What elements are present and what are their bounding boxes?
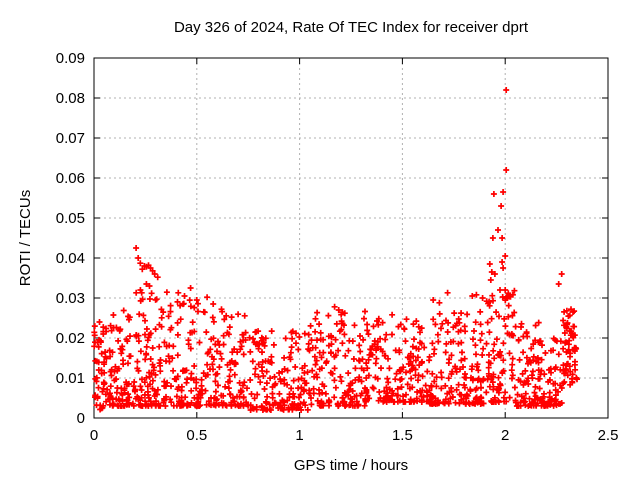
chart-title: Day 326 of 2024, Rate Of TEC Index for r…	[174, 19, 529, 36]
y-tick-label: 0.05	[56, 210, 85, 227]
x-tick-labels: 0 0.5 1 1.5 2 2.5	[90, 427, 619, 444]
y-tick-label: 0.06	[56, 170, 85, 187]
y-tick-label: 0.04	[56, 250, 85, 267]
y-tick-label: 0.01	[56, 370, 85, 387]
y-tick-label: 0.08	[56, 90, 85, 107]
data-points-series-roti	[91, 87, 580, 413]
y-tick-label: 0.07	[56, 130, 85, 147]
y-tick-label: 0	[77, 410, 85, 427]
plot-frame	[93, 57, 609, 419]
x-tick-label: 0	[90, 427, 98, 444]
x-tick-label: 2.5	[598, 427, 619, 444]
x-axis-label: GPS time / hours	[294, 457, 408, 474]
x-tick-label: 1	[295, 427, 303, 444]
x-tick-label: 1.5	[392, 427, 413, 444]
y-tick-labels: 0 0.01 0.02 0.03 0.04 0.05 0.06 0.07 0.08 0.09	[56, 50, 85, 427]
grid-lines	[94, 58, 608, 418]
y-tick-label: 0.09	[56, 50, 85, 67]
y-tick-label: 0.03	[56, 290, 85, 307]
y-tick-label: 0.02	[56, 330, 85, 347]
x-tick-label: 0.5	[186, 427, 207, 444]
x-tick-label: 2	[501, 427, 509, 444]
y-axis-label: ROTI / TECUs	[17, 190, 34, 286]
